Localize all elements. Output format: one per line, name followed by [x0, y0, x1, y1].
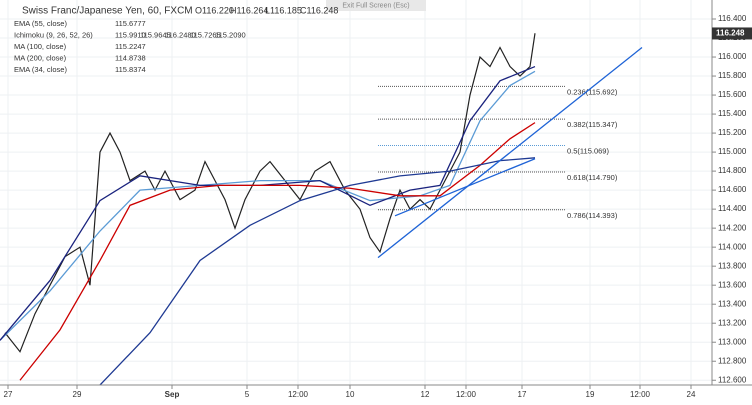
y-tick-label: 114.200 — [718, 223, 747, 232]
indicator-value: 114.8738 — [115, 53, 146, 62]
y-tick-label: 113.800 — [718, 261, 747, 270]
indicator-name: Ichimoku (9, 26, 52, 26) — [14, 30, 93, 39]
x-tick-label: 29 — [73, 390, 82, 399]
trendline — [394, 158, 536, 217]
ohlc-value: O116.220 — [195, 5, 234, 15]
trendline — [377, 47, 643, 259]
x-tick-label: 12:00 — [630, 390, 651, 399]
exit-button-label[interactable]: Exit Full Screen (Esc) — [342, 2, 409, 9]
y-tick-label: 115.200 — [718, 128, 747, 137]
fib-label: 0.618(114.790) — [567, 173, 618, 182]
indicator-name: MA (200, close) — [14, 53, 67, 62]
x-tick-label: 5 — [245, 390, 250, 399]
y-tick-label: 115.600 — [718, 90, 747, 99]
indicator-value: 115.7265 — [190, 30, 221, 39]
ohlc-value: H116.264 — [230, 5, 268, 15]
y-tick-label: 115.000 — [718, 147, 747, 156]
x-tick-label: 10 — [346, 390, 355, 399]
chart-title: Swiss Franc/Japanese Yen, 60, FXCM — [22, 6, 193, 17]
y-tick-label: 115.400 — [718, 109, 747, 118]
indicator-line — [99, 157, 536, 386]
last-price-label: 116.248 — [716, 29, 745, 38]
x-tick-label: Sep — [165, 390, 180, 399]
y-tick-label: 114.400 — [718, 204, 747, 213]
indicator-value: 115.2247 — [115, 42, 146, 51]
y-tick-label: 113.200 — [718, 318, 747, 327]
indicator-name: EMA (34, close) — [14, 65, 67, 74]
indicator-value: 115.9910 — [115, 30, 146, 39]
indicator-name: MA (100, close) — [14, 42, 67, 51]
y-tick-label: 113.600 — [718, 280, 747, 289]
fib-label: 0.5(115.069) — [567, 147, 609, 156]
indicator-value: 115.8374 — [115, 65, 146, 74]
y-tick-label: 112.800 — [718, 356, 747, 365]
y-tick-label: 114.600 — [718, 185, 747, 194]
y-tick-label: 112.600 — [718, 375, 747, 384]
plot: 0.236(115.692) 0.382(115.347) 0.5(115.069)… — [0, 0, 712, 386]
y-tick-label: 116.400 — [718, 14, 747, 23]
x-tick-label: 27 — [4, 390, 13, 399]
y-tick-label: 113.000 — [718, 337, 747, 346]
indicator-name: EMA (55, close) — [14, 19, 67, 28]
ohlc-value: L116.185 — [265, 5, 302, 15]
y-tick-label: 115.800 — [718, 71, 747, 80]
x-tick-label: 17 — [518, 390, 527, 399]
last-price-box — [712, 27, 752, 40]
y-tick-label: 113.400 — [718, 299, 747, 308]
y-tick-label: 114.000 — [718, 242, 747, 251]
fib-label: 0.786(114.393) — [567, 211, 618, 220]
x-tick-label: 12:00 — [288, 390, 309, 399]
indicator-value: 116.2480 — [165, 30, 196, 39]
y-tick-label: 116.000 — [718, 52, 747, 61]
x-tick-label: 24 — [687, 390, 696, 399]
x-tick-label: 12 — [421, 390, 430, 399]
fib-label: 0.382(115.347) — [567, 120, 618, 129]
y-tick-label: 114.800 — [718, 166, 747, 175]
indicator-value: 115.2090 — [215, 30, 246, 39]
indicator-value: 115.9645 — [140, 30, 171, 39]
x-tick-label: 19 — [586, 390, 595, 399]
fib-label: 0.236(115.692) — [567, 87, 618, 96]
x-tick-label: 12:00 — [456, 390, 477, 399]
ohlc-value: C116.248 — [300, 5, 338, 15]
indicator-line — [0, 65, 536, 341]
indicator-value: 115.6777 — [115, 19, 146, 28]
exit-button[interactable] — [326, 0, 426, 11]
